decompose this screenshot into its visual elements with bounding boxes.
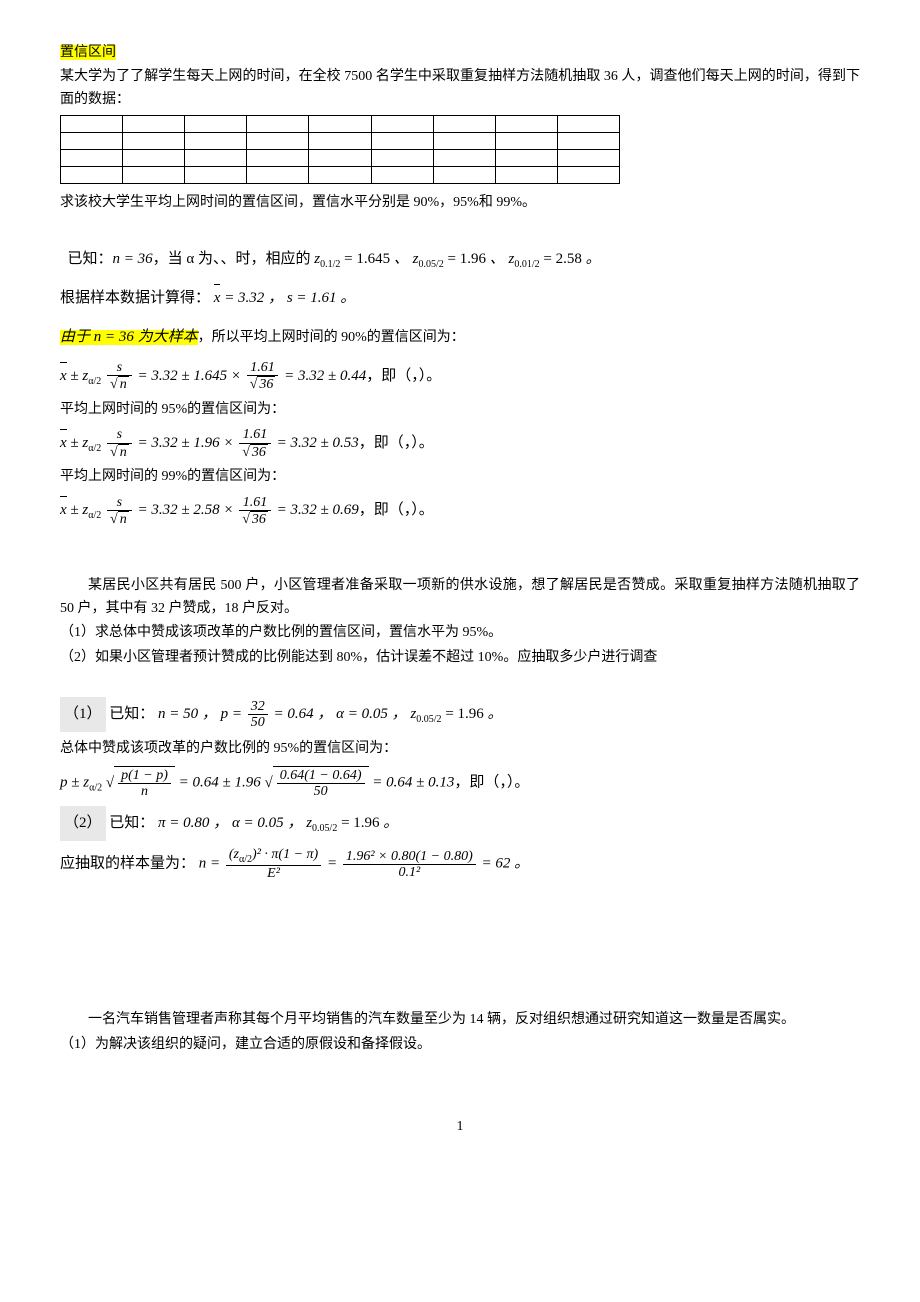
ci90-intro: 由于 n = 36 为大样本，所以平均上网时间的 90%的置信区间为： [60, 321, 860, 354]
page-number: 1 [60, 1116, 860, 1138]
ci95-formula: x ± zα/2 sn = 3.32 ± 1.96 × 1.6136 = 3.3… [60, 427, 860, 460]
ans1-ci-text: 总体中赞成该项改革的户数比例的 95%的置信区间为： [60, 738, 860, 760]
ci99-formula: x ± zα/2 sn = 3.32 ± 2.58 × 1.6136 = 3.3… [60, 494, 860, 527]
question-text: 求该校大学生平均上网时间的置信区间，置信水平分别是 90%，95%和 99%。 [60, 192, 860, 214]
highlight-n36: 由于 n = 36 为大样本 [60, 330, 198, 345]
sample-calc: 根据样本数据计算得： x = 3.32 ， s = 1.61 。 [60, 282, 860, 315]
problem-text: 某大学为了了解学生每天上网的时间，在全校 7500 名学生中采取重复抽样方法随机… [60, 66, 860, 111]
ci95-text: 平均上网时间的 95%的置信区间为： [60, 399, 860, 421]
answer-label-2: （2） [60, 806, 106, 841]
ans1-formula: p ± zα/2 p(1 − p)n = 0.64 ± 1.96 0.64(1 … [60, 766, 860, 800]
ans2-known: （2） 已知： π = 0.80 ， α = 0.05 ， z0.05/2 = … [60, 806, 860, 841]
highlight-title: 置信区间 [60, 45, 116, 60]
section-title: 置信区间 [60, 42, 860, 64]
ci99-text: 平均上网时间的 99%的置信区间为： [60, 466, 860, 488]
answer-label-1: （1） [60, 697, 106, 732]
problem3-q1: （1）为解决该组织的疑问，建立合适的原假设和备择假设。 [60, 1034, 860, 1056]
ci90-formula: x ± zα/2 sn = 3.32 ± 1.645 × 1.6136 = 3.… [60, 360, 860, 393]
known-line: 已知：n = 36，当 α 为、、时，相应的 z0.1/2 = 1.645 、 … [60, 243, 860, 276]
ans2-formula: 应抽取的样本量为： n = (zα/2)² · π(1 − π)E² = 1.9… [60, 847, 860, 881]
problem2-q1: （1）求总体中赞成该项改革的户数比例的置信区间，置信水平为 95%。 [60, 622, 860, 644]
ans1-known: （1） 已知： n = 50 ， p = 3250 = 0.64 ， α = 0… [60, 697, 860, 732]
problem2-text: 某居民小区共有居民 500 户，小区管理者准备采取一项新的供水设施，想了解居民是… [60, 575, 860, 620]
data-table [60, 115, 620, 184]
problem3-text: 一名汽车销售管理者声称其每个月平均销售的汽车数量至少为 14 辆，反对组织想通过… [60, 1009, 860, 1031]
problem2-q2: （2）如果小区管理者预计赞成的比例能达到 80%，估计误差不超过 10%。应抽取… [60, 647, 860, 669]
